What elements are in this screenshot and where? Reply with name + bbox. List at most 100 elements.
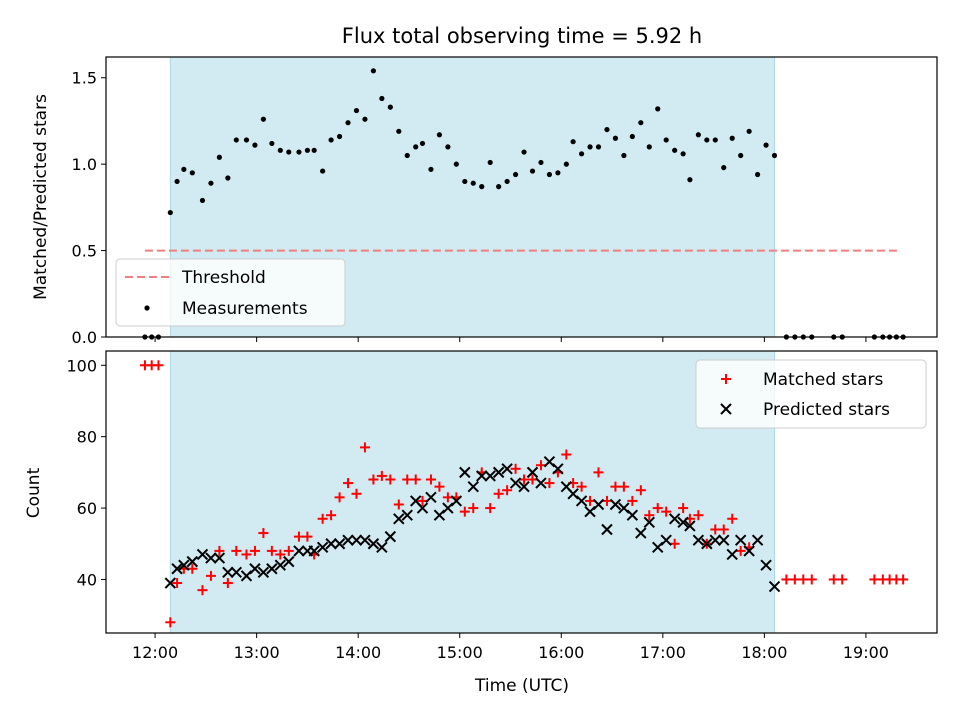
matched-star-point [459, 506, 470, 517]
matched-star-point [710, 524, 721, 535]
measurement-point [181, 166, 187, 172]
predicted-star-point [459, 466, 471, 479]
measurement-point [304, 147, 311, 153]
measurement-point [646, 144, 652, 150]
measurement-point [353, 107, 360, 114]
x-tick-label: 15:00 [437, 643, 483, 662]
matched-star-point [468, 503, 479, 514]
predicted-star-point [359, 534, 371, 546]
predicted-star-point [367, 538, 380, 550]
y-tick-label: 40 [77, 570, 97, 589]
legend-matched-label: Matched stars [763, 370, 883, 390]
predicted-star-point [293, 545, 305, 557]
measurement-point [252, 142, 258, 148]
predicted-star-point [677, 516, 689, 529]
matched-star-point [385, 474, 396, 485]
measurement-point [436, 132, 443, 138]
matched-star-point [527, 474, 538, 485]
measurement-point [336, 133, 343, 140]
measurement-point [487, 159, 493, 166]
predicted-star-point [592, 498, 605, 511]
matched-star-point [644, 510, 655, 521]
measurement-point [387, 104, 393, 110]
matched-star-point [302, 531, 313, 542]
predicted-star-point [635, 527, 647, 539]
measurement-point [746, 128, 752, 134]
matched-star-point [231, 545, 242, 556]
y-tick-label: 1.5 [72, 69, 97, 88]
predicted-star-point [718, 534, 730, 546]
measurement-point [496, 184, 502, 190]
measurement-point [546, 171, 553, 178]
x-tick-label: 17:00 [640, 643, 686, 662]
x-tick-label: 18:00 [741, 643, 787, 662]
matched-star-point [627, 495, 638, 506]
predicted-star-point [308, 545, 320, 557]
predicted-star-point [325, 538, 337, 550]
predicted-star-point [178, 559, 190, 571]
predicted-star-point [274, 559, 287, 571]
predicted-star-point [492, 466, 505, 479]
matched-star-point [317, 513, 328, 524]
matched-star-point [283, 545, 294, 556]
measurement-point [663, 137, 669, 143]
predicted-star-point [692, 534, 705, 546]
measurement-point [604, 126, 610, 133]
matched-star-point [485, 503, 496, 514]
x-tick-label: 12:00 [132, 643, 178, 662]
measurement-point [638, 120, 644, 126]
measurement-point [529, 168, 536, 174]
predicted-star-point [734, 534, 747, 546]
matched-star-point [205, 570, 216, 581]
count-panel: 40 60 80 100 12:00 13:00 14:00 15:00 16:00 17:00 1… [66, 350, 938, 662]
predicted-star-point [484, 470, 496, 482]
predicted-star-point [668, 513, 681, 525]
legend-ratio: Threshold Measurements [115, 258, 346, 327]
matched-star-point [635, 485, 646, 496]
matched-star-point [326, 510, 337, 521]
predicted-star-point [501, 463, 513, 475]
matched-star-point [535, 460, 546, 471]
measurement-point [521, 149, 527, 155]
matched-star-point [266, 545, 277, 556]
matched-star-point [618, 481, 629, 492]
measurement-point [296, 149, 302, 155]
matched-star-point [425, 474, 436, 485]
legend-threshold-label: Threshold [181, 268, 266, 288]
predicted-star-point [401, 509, 413, 521]
measurement-point [771, 152, 778, 159]
predicted-star-point [701, 538, 713, 550]
measurement-point [612, 135, 619, 141]
measurement-point [687, 177, 693, 183]
predicted-star-point [643, 516, 655, 529]
measurement-point [453, 161, 459, 167]
matched-star-point [343, 478, 354, 489]
matched-star-point [442, 492, 453, 503]
matched-star-point [585, 495, 596, 506]
measurement-point [595, 144, 602, 150]
x-axis-label: Time (UTC) [474, 676, 569, 696]
matched-star-point [781, 574, 792, 585]
measurement-point [445, 144, 451, 150]
matched-star-point [417, 495, 428, 506]
matched-star-point [222, 578, 233, 589]
measurement-point [189, 170, 195, 176]
measurement-point [570, 139, 576, 145]
measurement-point [695, 132, 701, 138]
matched-star-point [334, 492, 345, 503]
predicted-star-point [171, 563, 183, 575]
predicted-star-point [416, 502, 429, 514]
measurement-point [216, 154, 222, 160]
matched-star-point [718, 524, 729, 535]
measurement-point [563, 161, 569, 167]
measurement-point [208, 180, 214, 186]
matched-star-point [735, 545, 746, 556]
observing-span-shade [170, 351, 775, 633]
y-axis-label-ratio: Matched/Predicted stars [31, 94, 51, 300]
measurement-point [629, 133, 635, 140]
measurement-point [738, 152, 744, 159]
matched-star-point [828, 574, 839, 585]
measurement-point [167, 209, 173, 216]
matched-star-point [652, 503, 663, 514]
